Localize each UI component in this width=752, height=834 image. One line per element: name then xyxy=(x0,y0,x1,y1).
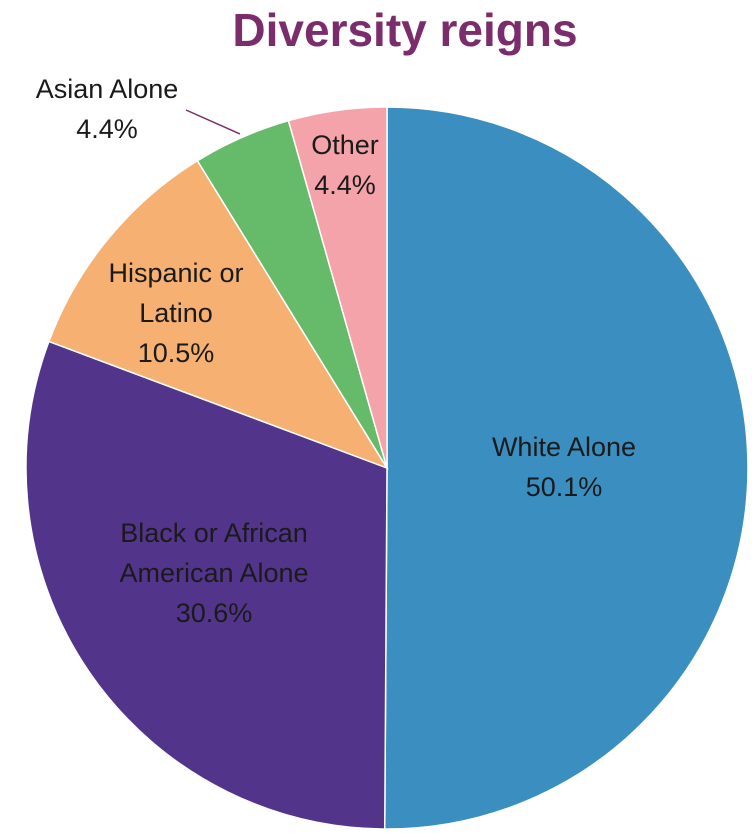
pie-slice-hispanic-or-latino xyxy=(47,159,389,470)
slice-label-other-value: 4.4% xyxy=(314,170,376,200)
slice-label-white-alone-name: White Alone xyxy=(492,432,636,462)
chart-title: Diversity reigns xyxy=(232,4,578,56)
slice-label-other-name: Other xyxy=(311,130,379,160)
slice-label-hispanic-or-latino-value: 10.5% xyxy=(138,338,215,368)
pie-slice-white-alone xyxy=(383,106,749,830)
slice-label-hispanic-or-latino-name: Latino xyxy=(139,298,213,328)
slice-label-black-or-african-american-alone-name: Black or African xyxy=(120,518,308,548)
slice-label-black-or-african-american-alone-value: 30.6% xyxy=(176,598,253,628)
slice-label-asian-alone-name: Asian Alone xyxy=(36,74,179,104)
pie-slice-other xyxy=(287,106,388,469)
leader-line-asian-alone xyxy=(185,109,241,135)
slice-label-hispanic-or-latino-name: Hispanic or xyxy=(108,258,243,288)
slice-label-black-or-african-american-alone-name: American Alone xyxy=(119,558,308,588)
slice-label-white-alone-value: 50.1% xyxy=(526,472,603,502)
pie-slice-black-or-african-american-alone xyxy=(25,340,388,830)
slice-label-asian-alone-value: 4.4% xyxy=(76,114,138,144)
